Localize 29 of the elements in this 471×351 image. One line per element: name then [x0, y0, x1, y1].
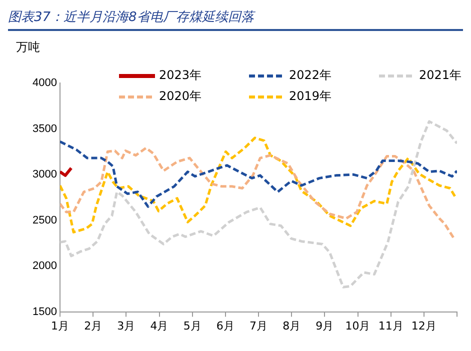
- y-axis-title: 万吨: [16, 40, 40, 54]
- legend-label: 2020年: [159, 88, 202, 105]
- legend-label: 2021年: [419, 67, 462, 84]
- x-tick-label: 12月: [411, 319, 436, 332]
- x-tick-label: 8月: [282, 319, 301, 332]
- x-tick-label: 6月: [216, 319, 234, 332]
- y-tick-label: 3500: [32, 122, 57, 135]
- line-series: [60, 120, 457, 288]
- x-tick-label: 3月: [117, 319, 136, 332]
- x-tick-label: 7月: [250, 319, 268, 332]
- x-tick-label: 5月: [183, 319, 202, 332]
- legend-label: 2023年: [159, 67, 202, 84]
- y-tick-label: 3000: [32, 168, 57, 181]
- x-tick-label: 4月: [150, 319, 168, 332]
- x-tick-label: 11月: [378, 319, 404, 332]
- legend-label: 2022年: [289, 67, 332, 84]
- line-series: [60, 140, 457, 208]
- chart-title: 图表37：近半月沿海8省电厂存煤延续回落: [8, 8, 463, 31]
- y-tick-label: 4000: [32, 77, 57, 90]
- x-tick-label: 2月: [84, 319, 102, 332]
- line-series: [60, 146, 456, 240]
- y-tick-label: 1500: [32, 306, 57, 318]
- y-tick-label: 2000: [32, 260, 57, 272]
- y-tick-label: 2500: [32, 214, 57, 226]
- x-tick-label: 1月: [51, 319, 69, 332]
- x-tick-label: 9月: [316, 319, 334, 332]
- line-series: [60, 136, 456, 234]
- x-tick-label: 10月: [345, 319, 370, 332]
- legend-label: 2019年: [289, 88, 332, 105]
